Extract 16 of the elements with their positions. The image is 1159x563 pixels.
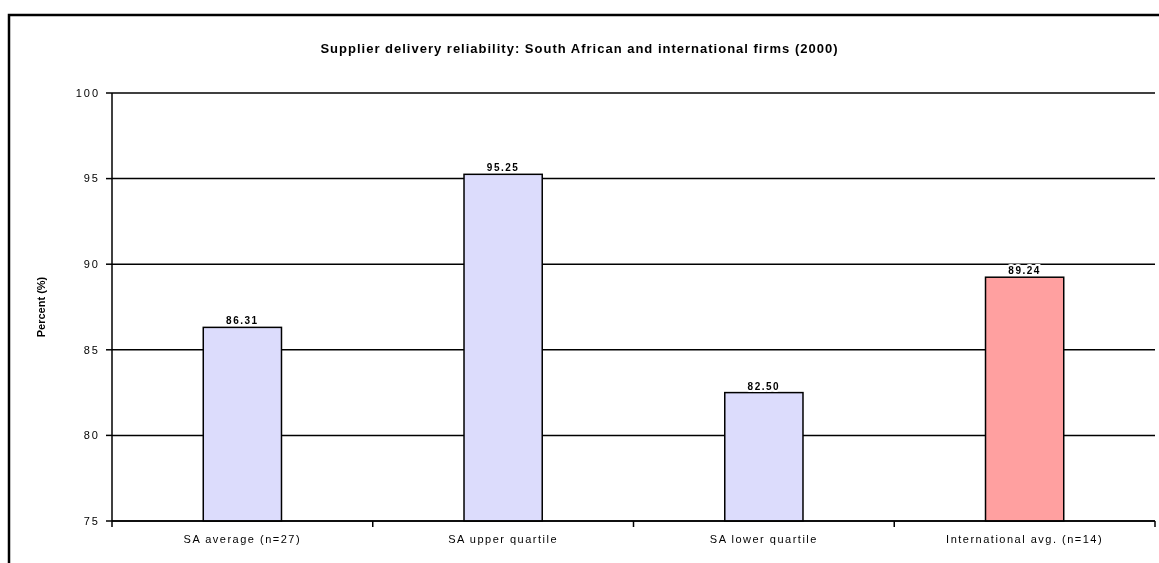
y-tick-label: 100: [75, 86, 100, 99]
data-label: 86.31: [226, 315, 259, 327]
x-tick-label: SA average (n=27): [183, 533, 302, 545]
x-tick-label: SA upper quartile: [448, 533, 559, 545]
data-label: 82.50: [747, 380, 781, 392]
y-tick-label: 90: [83, 258, 100, 271]
y-tick-label: 85: [83, 343, 100, 356]
x-tick-label: SA lower quartile: [709, 533, 818, 545]
y-axis-title: Percent (%): [35, 276, 47, 338]
data-label: 95.25: [486, 162, 520, 174]
y-tick-label: 95: [83, 172, 100, 185]
y-tick-label: 80: [83, 429, 100, 442]
data-label: 89.24: [1008, 265, 1041, 277]
y-tick-label: 75: [83, 514, 100, 527]
chart-title: Supplier delivery reliability: South African and international firms (2000): [320, 41, 839, 56]
x-tick-label: International avg. (n=14): [946, 533, 1104, 545]
